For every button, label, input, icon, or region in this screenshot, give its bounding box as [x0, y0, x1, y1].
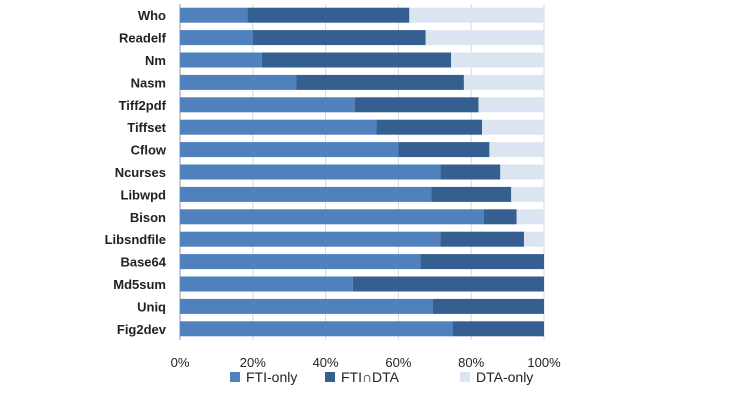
bar-fti-dta-ncurses	[440, 164, 501, 180]
bars-layer	[180, 7, 544, 337]
x-tick-label: 40%	[313, 355, 339, 370]
legend: FTI-only FTI∩DTA DTA-only	[230, 369, 533, 385]
legend-label: FTI-only	[246, 369, 297, 385]
legend-label: DTA-only	[476, 369, 533, 385]
x-tick-label: 100%	[527, 355, 561, 370]
bar-fti-dta-uniq	[432, 298, 544, 314]
bar-dta-only-who	[409, 7, 544, 23]
bar-fti-only-nasm	[180, 74, 297, 90]
y-category-label: Nasm	[131, 75, 166, 90]
y-category-label: Uniq	[137, 299, 166, 314]
bar-fti-dta-nasm	[296, 74, 464, 90]
bar-fti-dta-nm	[261, 52, 452, 68]
y-category-label: Fig2dev	[117, 322, 167, 337]
bar-fti-dta-md5sum	[352, 276, 544, 292]
y-category-label: Libsndfile	[105, 232, 166, 247]
bar-fti-dta-bison	[483, 209, 517, 225]
bar-fti-only-ncurses	[180, 164, 441, 180]
legend-swatch	[230, 372, 240, 382]
bar-fti-only-libsndfile	[180, 231, 441, 247]
y-category-label: Tiff2pdf	[119, 98, 167, 113]
bar-fti-only-uniq	[180, 298, 433, 314]
bar-fti-only-tiffset	[180, 119, 377, 135]
bar-fti-only-who	[180, 7, 248, 23]
y-category-label: Base64	[120, 255, 166, 270]
bar-dta-only-cflow	[489, 142, 544, 158]
x-tick-label: 20%	[240, 355, 266, 370]
bar-fti-dta-tiff2pdf	[354, 97, 479, 113]
bar-dta-only-bison	[516, 209, 544, 225]
bar-dta-only-ncurses	[500, 164, 544, 180]
bar-fti-only-libwpd	[180, 186, 432, 202]
bar-dta-only-nm	[451, 52, 544, 68]
bar-fti-dta-who	[247, 7, 410, 23]
y-category-label: Libwpd	[121, 187, 167, 202]
legend-swatch	[460, 372, 470, 382]
bar-fti-dta-libwpd	[431, 186, 512, 202]
bar-dta-only-tiff2pdf	[478, 97, 544, 113]
bar-dta-only-nasm	[463, 74, 544, 90]
bar-fti-only-md5sum	[180, 276, 353, 292]
bar-fti-only-tiff2pdf	[180, 97, 355, 113]
y-category-label: Md5sum	[113, 277, 166, 292]
bar-dta-only-libsndfile	[523, 231, 544, 247]
y-category-label: Tiffset	[127, 120, 166, 135]
bar-dta-only-tiffset	[482, 119, 544, 135]
x-tick-label: 60%	[385, 355, 411, 370]
bar-fti-only-cflow	[180, 142, 399, 158]
y-category-label: Readelf	[119, 31, 167, 46]
bar-fti-dta-readelf	[252, 30, 426, 46]
bar-fti-dta-base64	[420, 254, 544, 270]
bar-fti-dta-libsndfile	[440, 231, 524, 247]
y-category-label: Who	[138, 8, 166, 23]
x-tick-label: 80%	[458, 355, 484, 370]
legend-label: FTI∩DTA	[341, 369, 400, 385]
y-category-label: Cflow	[131, 143, 167, 158]
bar-dta-only-readelf	[425, 30, 544, 46]
bar-fti-only-nm	[180, 52, 262, 68]
bar-fti-only-base64	[180, 254, 421, 270]
bar-fti-only-fig2dev	[180, 321, 453, 337]
bar-fti-dta-tiffset	[376, 119, 483, 135]
bar-fti-dta-cflow	[398, 142, 490, 158]
x-tick-label: 0%	[171, 355, 190, 370]
y-category-label: Ncurses	[115, 165, 166, 180]
legend-swatch	[325, 372, 335, 382]
bar-dta-only-libwpd	[511, 186, 544, 202]
axis-layer: 0% 20% 40% 60% 80% 100% Who Readelf Nm Nasm Tiff2p…	[105, 8, 561, 370]
bar-fti-only-bison	[180, 209, 484, 225]
bar-fti-dta-fig2dev	[453, 321, 544, 337]
bar-fti-only-readelf	[180, 30, 253, 46]
y-category-label: Nm	[145, 53, 166, 68]
y-category-label: Bison	[130, 210, 166, 225]
